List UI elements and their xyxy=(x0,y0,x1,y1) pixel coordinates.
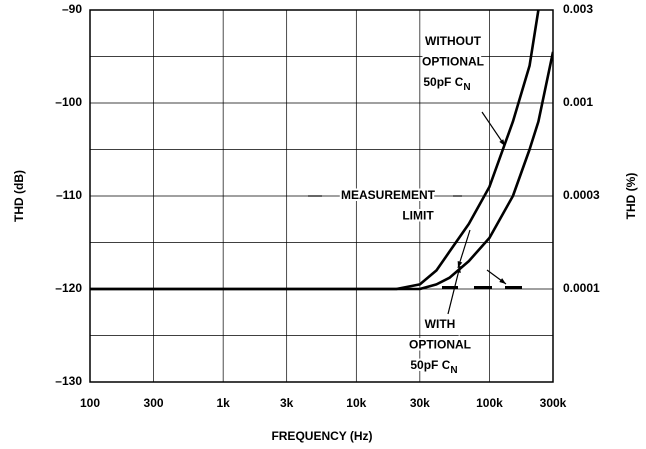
annotation-subscript: N xyxy=(463,82,470,93)
y2-tick-label: 0.0003 xyxy=(563,188,600,202)
arrow-head xyxy=(456,266,461,273)
arrow-head xyxy=(499,139,505,146)
x-tick-label: 10k xyxy=(346,396,366,410)
y-tick-label: –130 xyxy=(55,374,82,388)
annotation: MEASUREMENT xyxy=(341,188,436,202)
arrow-head xyxy=(457,261,463,268)
y-tick-label: –90 xyxy=(62,2,82,16)
y2-tick-label: 0.001 xyxy=(563,95,593,109)
y-axis-title: THD (dB) xyxy=(12,170,26,222)
y2-tick-label: 0.003 xyxy=(563,2,593,16)
series-group xyxy=(90,9,553,291)
annotation-arrow xyxy=(447,265,461,315)
annotation-arrow xyxy=(481,111,506,147)
x-axis-title: FREQUENCY (Hz) xyxy=(271,429,372,443)
line-series xyxy=(90,51,553,291)
y2-tick-label: 0.0001 xyxy=(563,281,600,295)
x-tick-label: 3k xyxy=(280,396,294,410)
x-tick-label: 1k xyxy=(216,396,230,410)
y2-axis-title: THD (%) xyxy=(624,173,638,220)
measurement-limit xyxy=(442,286,458,289)
annotation: WITHOUT xyxy=(425,34,482,48)
y-tick-label: –120 xyxy=(55,281,82,295)
x-tick-label: 30k xyxy=(410,396,430,410)
measurement-limit xyxy=(474,286,492,289)
x-tick-label: 300 xyxy=(144,396,164,410)
annotation-arrow xyxy=(457,229,471,269)
y-tick-label: –100 xyxy=(55,95,82,109)
plot-frame xyxy=(89,9,554,383)
arrow-head xyxy=(499,278,506,284)
annotation-text: 50pF C xyxy=(423,75,463,89)
x-tick-label: 100k xyxy=(476,396,503,410)
x-tick-label: 300k xyxy=(540,396,567,410)
annotation: 50pF CN xyxy=(423,75,470,92)
annotation: LIMIT xyxy=(402,209,434,223)
annotation-subscript: N xyxy=(450,365,457,376)
annotation: OPTIONAL xyxy=(409,338,471,352)
measurement-limit xyxy=(505,286,522,289)
x-tick-label: 100 xyxy=(80,396,100,410)
annotation-text: 50pF C xyxy=(410,358,450,372)
annotation: 50pF CN xyxy=(410,358,457,375)
annotation: OPTIONAL xyxy=(422,55,484,69)
annotation: WITH xyxy=(425,317,456,331)
y-tick-label: –110 xyxy=(56,188,82,202)
